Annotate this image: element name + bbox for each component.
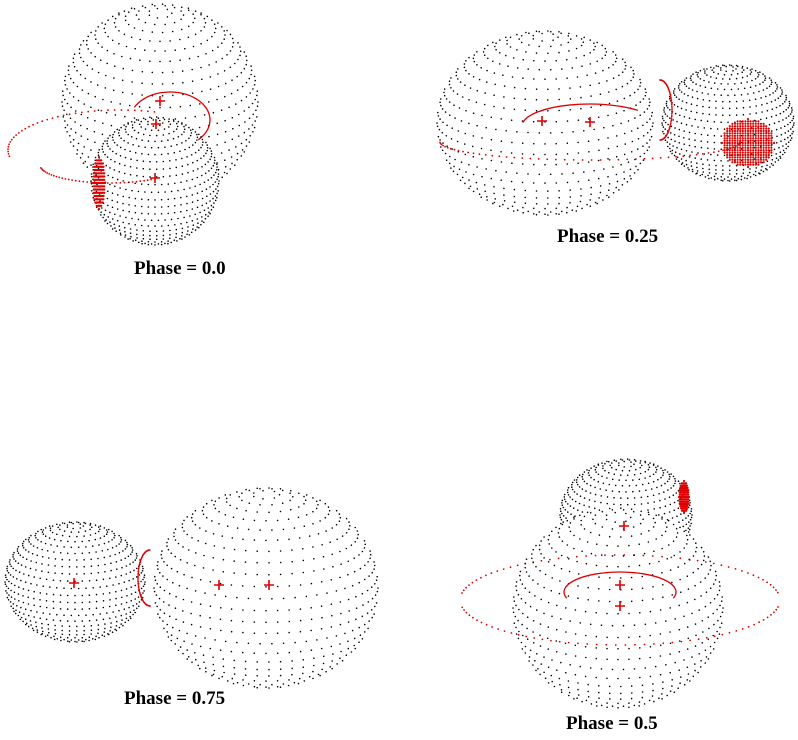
secondary-center-marker (69, 578, 79, 588)
system-center-marker (537, 116, 547, 126)
primary-center-marker (585, 117, 595, 127)
primary-star (436, 30, 654, 216)
panel-phase-0-5 (461, 458, 779, 709)
panel-phase-0-75 (4, 487, 379, 689)
phase-caption-2: Phase = 0.75 (124, 688, 226, 709)
primary-star (153, 487, 379, 689)
system-center-marker (615, 601, 625, 611)
secondary-star (4, 521, 146, 643)
primary-orbit-arc (563, 571, 677, 599)
orbit-back-left (7, 109, 156, 158)
primary-star (61, 3, 259, 178)
primary-center-marker (155, 96, 165, 106)
phase-caption-3: Phase = 0.5 (566, 713, 658, 734)
star-spot (91, 155, 107, 211)
primary-star-surface-dots (436, 30, 654, 216)
primary-orbit-arc (133, 91, 211, 141)
primary-center-marker (264, 580, 274, 590)
primary-star-surface-dots (61, 3, 259, 178)
contact-neck (137, 549, 151, 607)
secondary-center-marker (619, 521, 629, 531)
secondary-center-marker (150, 173, 160, 183)
star-spot (677, 479, 691, 515)
contact-neck (659, 79, 673, 141)
primary-star-surface-dots (153, 487, 379, 689)
secondary-star-surface-dots (661, 64, 795, 182)
panel-phase-0-0 (7, 3, 259, 246)
secondary-star (661, 64, 795, 182)
panel-phase-0-25 (436, 30, 795, 216)
orbit-front (439, 141, 741, 161)
phase-caption-0: Phase = 0.0 (134, 258, 226, 279)
primary-center-marker (615, 580, 625, 590)
primary-star-surface-dots (512, 507, 724, 709)
primary-star (512, 507, 724, 709)
star-spot (720, 117, 776, 169)
secondary-star-surface-dots (4, 521, 146, 643)
system-center-marker (151, 119, 161, 129)
phase-caption-1: Phase = 0.25 (557, 226, 659, 247)
orbit-back (461, 554, 779, 594)
orbit-front (461, 606, 779, 646)
orbit-front (40, 167, 153, 184)
primary-orbit-arc (522, 103, 639, 123)
system-center-marker (214, 580, 224, 590)
